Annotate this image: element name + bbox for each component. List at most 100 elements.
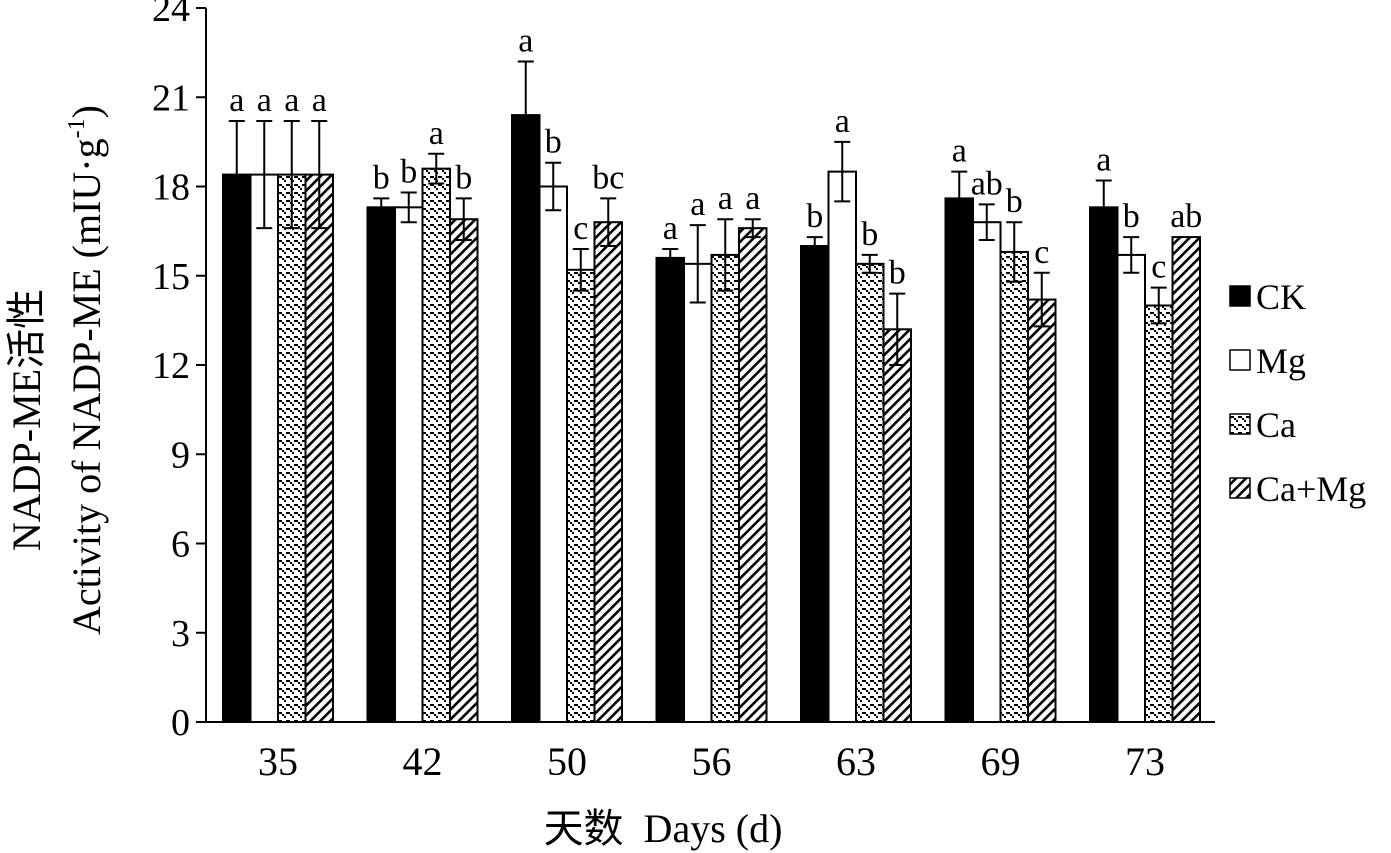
x-ticks: 35 42 50 56 63 69 73: [258, 712, 1165, 784]
significance-letter: b: [1123, 198, 1140, 235]
significance-letter: ab: [971, 165, 1003, 202]
error-bar: [1095, 179, 1112, 236]
y-tick-label: 3: [171, 613, 190, 655]
legend-label: Ca+Mg: [1256, 469, 1366, 509]
bar-ck-day-42: [366, 206, 396, 723]
significance-letter: c: [1034, 234, 1049, 271]
legend: CK Mg Ca Ca+Mg: [1229, 277, 1366, 509]
x-tick-label: 50: [547, 739, 587, 784]
x-axis-label: 天数 Days (d): [544, 806, 783, 851]
error-bar: [1123, 236, 1140, 274]
significance-letter: c: [573, 210, 588, 247]
y-axis-label-en: Activity of NADP-ME (mIU·g-1): [64, 105, 109, 635]
bar-ca-day-73: [1144, 304, 1174, 723]
significance-letter: a: [518, 23, 533, 60]
bar-ck-day-35: [222, 173, 252, 724]
error-bar: [1150, 286, 1167, 325]
error-bar: [806, 236, 823, 256]
significance-letter: bc: [592, 159, 624, 196]
x-tick-label: 63: [836, 739, 876, 784]
error-bar: [717, 218, 734, 292]
x-tick-label: 56: [692, 739, 732, 784]
error-bar: [373, 197, 390, 218]
legend-label: Mg: [1256, 341, 1306, 381]
bar-ca-mg-day-69: [1027, 298, 1057, 723]
significance-letter: a: [663, 210, 678, 247]
legend-item-mg: Mg: [1229, 341, 1306, 381]
error-bar: [428, 152, 445, 185]
y-axis-label-en-close: ): [64, 105, 109, 118]
bar-ca-mg-day-35: [304, 173, 334, 724]
bar-mg-day-56: [683, 262, 713, 723]
bar-ck-day-69: [944, 197, 974, 723]
bar-ck-day-50: [511, 114, 541, 724]
error-bar: [662, 247, 679, 268]
legend-label: Ca: [1256, 405, 1296, 445]
bar-mg-day-50: [538, 185, 568, 723]
error-bar: [689, 224, 706, 304]
x-tick-label: 73: [1125, 739, 1165, 784]
legend-label: CK: [1256, 277, 1306, 317]
bar-ck-day-56: [655, 256, 685, 723]
bar-ca-day-63: [855, 262, 885, 723]
significance-letter: a: [229, 82, 244, 119]
significance-letter: a: [1096, 142, 1111, 179]
error-bar: [861, 253, 878, 274]
legend-swatch: [1229, 413, 1251, 435]
bars: [222, 114, 1201, 724]
error-bar: [400, 191, 417, 224]
error-bar: [228, 120, 245, 230]
error-bar: [744, 218, 761, 239]
significance-letter: b: [373, 159, 390, 196]
y-ticks: 0 3 6 9 12 15 18 21 24: [152, 0, 206, 744]
bar-ca-day-56: [710, 253, 740, 724]
x-tick-label: 35: [258, 739, 298, 784]
legend-swatch: [1229, 285, 1251, 307]
x-tick-label: 69: [981, 739, 1021, 784]
x-tick-label: 42: [403, 739, 443, 784]
error-bar: [283, 120, 300, 230]
error-bar: [978, 203, 995, 242]
legend-item-ca: Ca: [1229, 405, 1296, 445]
legend-swatch: [1229, 477, 1251, 499]
significance-letter: a: [429, 115, 444, 152]
bar-ca-mg-day-63: [882, 328, 912, 723]
error-bar: [1006, 221, 1023, 283]
bar-ca-mg-day-73: [1171, 236, 1201, 723]
y-axis-label-en-main: Activity of NADP-ME (mIU·g: [64, 138, 109, 635]
y-tick-label: 15: [152, 256, 190, 298]
bar-ca-day-35: [277, 173, 307, 724]
y-tick-label: 12: [152, 345, 190, 387]
error-bar: [572, 247, 589, 292]
error-bar: [256, 120, 273, 230]
legend-item-ca-mg: Ca+Mg: [1229, 469, 1366, 509]
bar-mg-day-35: [249, 173, 279, 724]
significance-letter: a: [257, 82, 272, 119]
significance-letter: c: [1151, 249, 1166, 286]
error-bar: [889, 292, 906, 366]
bar-ca-mg-day-56: [738, 227, 768, 723]
y-axis-label-cn: NADP-ME活性: [4, 289, 49, 551]
significance-letter: a: [312, 82, 327, 119]
significance-letter: b: [806, 198, 823, 235]
bar-mg-day-73: [1116, 253, 1146, 724]
bar-mg-day-63: [827, 170, 857, 723]
error-bar: [600, 197, 617, 247]
bar-ca-day-69: [999, 250, 1029, 723]
error-bar: [311, 120, 328, 230]
bar-mg-day-69: [972, 221, 1002, 723]
significance-letter: a: [718, 180, 733, 217]
significance-letter: b: [889, 255, 906, 292]
significance-letter: a: [284, 82, 299, 119]
bar-ck-day-63: [800, 245, 830, 723]
error-bar: [455, 197, 472, 242]
significance-letter: b: [455, 159, 472, 196]
y-tick-label: 6: [171, 524, 190, 566]
legend-item-ck: CK: [1229, 277, 1306, 317]
bar-ck-day-73: [1089, 206, 1119, 723]
significance-letter: a: [835, 103, 850, 140]
error-bars: [228, 60, 1167, 366]
bar-ca-mg-day-42: [449, 218, 479, 723]
